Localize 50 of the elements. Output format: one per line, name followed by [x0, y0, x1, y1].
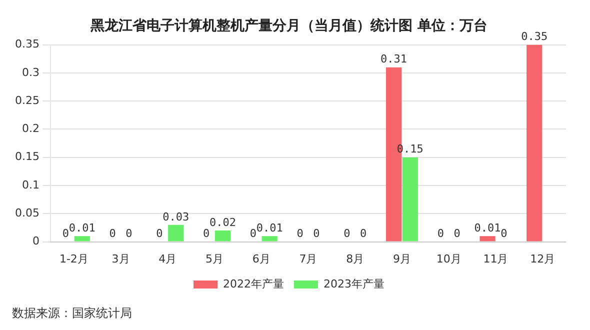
data-label: 0: [203, 227, 210, 240]
chart-title: 黑龙江省电子计算机整机产量分月（当月值）统计图 单位：万台: [90, 17, 488, 34]
y-tick-label: 0.35: [14, 38, 40, 51]
bar: [402, 157, 418, 242]
data-label: 0.01: [68, 222, 96, 235]
y-tick-label: 0.25: [14, 94, 40, 107]
x-tick-label: 4月: [158, 252, 177, 266]
bar: [480, 236, 496, 242]
y-tick-label: 0: [32, 234, 40, 248]
legend-label: 2023年产量: [324, 277, 384, 290]
data-label: 0.02: [209, 216, 236, 229]
y-tick-label: 0.05: [14, 206, 40, 220]
x-tick-label: 1-2月: [59, 252, 88, 266]
source-note: 数据来源：国家统计局: [12, 306, 132, 320]
bar: [168, 224, 184, 242]
bar: [214, 230, 231, 242]
data-label: 0: [126, 227, 132, 240]
data-label: 0: [250, 227, 256, 240]
data-label: 0: [360, 227, 367, 240]
bar: [526, 44, 542, 242]
x-tick-label: 9月: [392, 252, 411, 266]
bar: [74, 236, 90, 242]
data-label: 0: [156, 227, 163, 240]
y-tick-label: 0.3: [22, 66, 40, 79]
x-tick-label: 10月: [436, 252, 462, 266]
x-tick-label: 6月: [252, 252, 270, 266]
y-tick-label: 0.2: [22, 122, 40, 136]
bar: [262, 236, 278, 242]
data-label: 0: [313, 227, 320, 240]
x-tick-label: 7月: [299, 252, 318, 266]
data-label: 0: [437, 227, 444, 240]
data-label: 0.01: [256, 222, 283, 235]
y-tick-label: 0.1: [22, 178, 40, 192]
data-label: 0.03: [162, 210, 190, 224]
data-label: 0: [62, 227, 70, 240]
data-label: 0: [109, 227, 116, 240]
data-label: 0.01: [474, 222, 501, 235]
x-tick-label: 5月: [206, 252, 224, 266]
legend-label: 2022年产量: [223, 277, 284, 290]
data-label: 0: [296, 227, 304, 240]
data-label: 0: [344, 227, 350, 240]
x-tick-label: 8月: [346, 252, 364, 266]
data-label: 0: [500, 227, 508, 240]
data-label: 0.35: [521, 30, 548, 44]
data-label: 0.31: [380, 52, 408, 66]
x-tick-label: 11月: [483, 252, 508, 266]
x-tick-label: 3月: [112, 252, 130, 266]
data-label: 0: [454, 227, 460, 240]
x-tick-label: 12月: [530, 252, 556, 266]
y-tick-label: 0.15: [14, 150, 40, 164]
